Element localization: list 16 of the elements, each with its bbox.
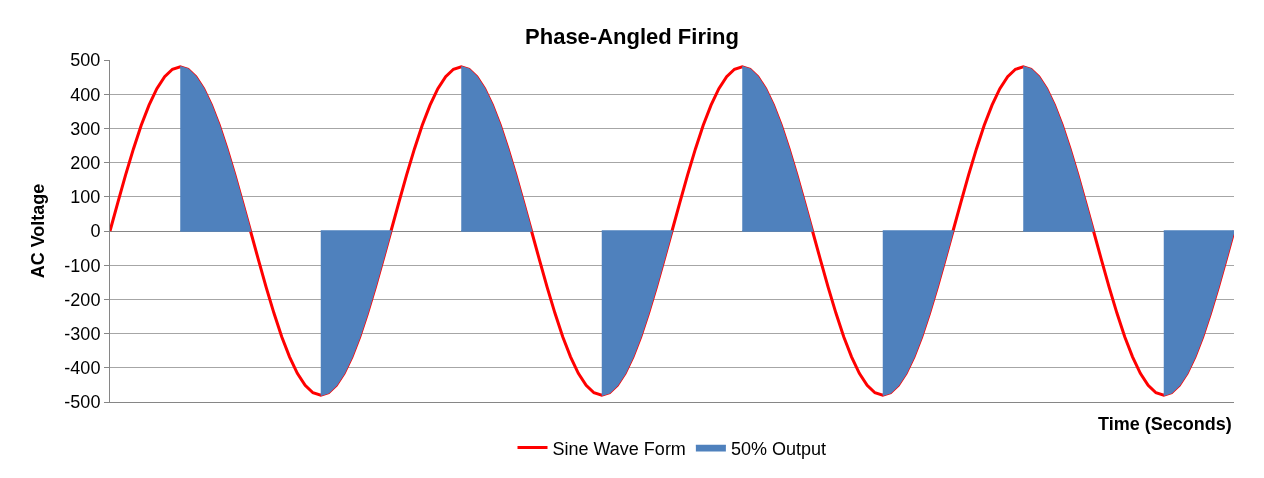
y-tick-label: -500	[64, 392, 101, 413]
y-tick-label: 100	[70, 187, 101, 208]
y-tick-label: 200	[70, 152, 101, 173]
chart-title: Phase-Angled Firing	[525, 24, 739, 50]
y-tick-label: -300	[64, 323, 101, 344]
y-tick-label: 500	[70, 50, 101, 71]
y-tick-label: -200	[64, 289, 101, 310]
y-tick-label: 300	[70, 118, 101, 139]
legend-label: 50% Output	[730, 438, 826, 459]
x-axis-title: Time (Seconds)	[1098, 414, 1232, 434]
legend-label: Sine Wave Form	[552, 438, 686, 459]
y-tick-label: -400	[64, 358, 101, 379]
y-tick-label: 0	[90, 221, 101, 242]
y-axis-title: AC Voltage	[27, 183, 48, 279]
y-tick-label: -100	[64, 255, 101, 276]
y-tick-label: 400	[70, 84, 101, 105]
